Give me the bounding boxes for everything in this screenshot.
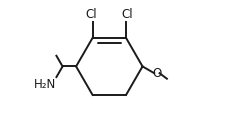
Text: O: O [152, 67, 161, 80]
Text: Cl: Cl [121, 8, 132, 21]
Text: H₂N: H₂N [33, 78, 56, 91]
Text: Cl: Cl [85, 8, 97, 21]
